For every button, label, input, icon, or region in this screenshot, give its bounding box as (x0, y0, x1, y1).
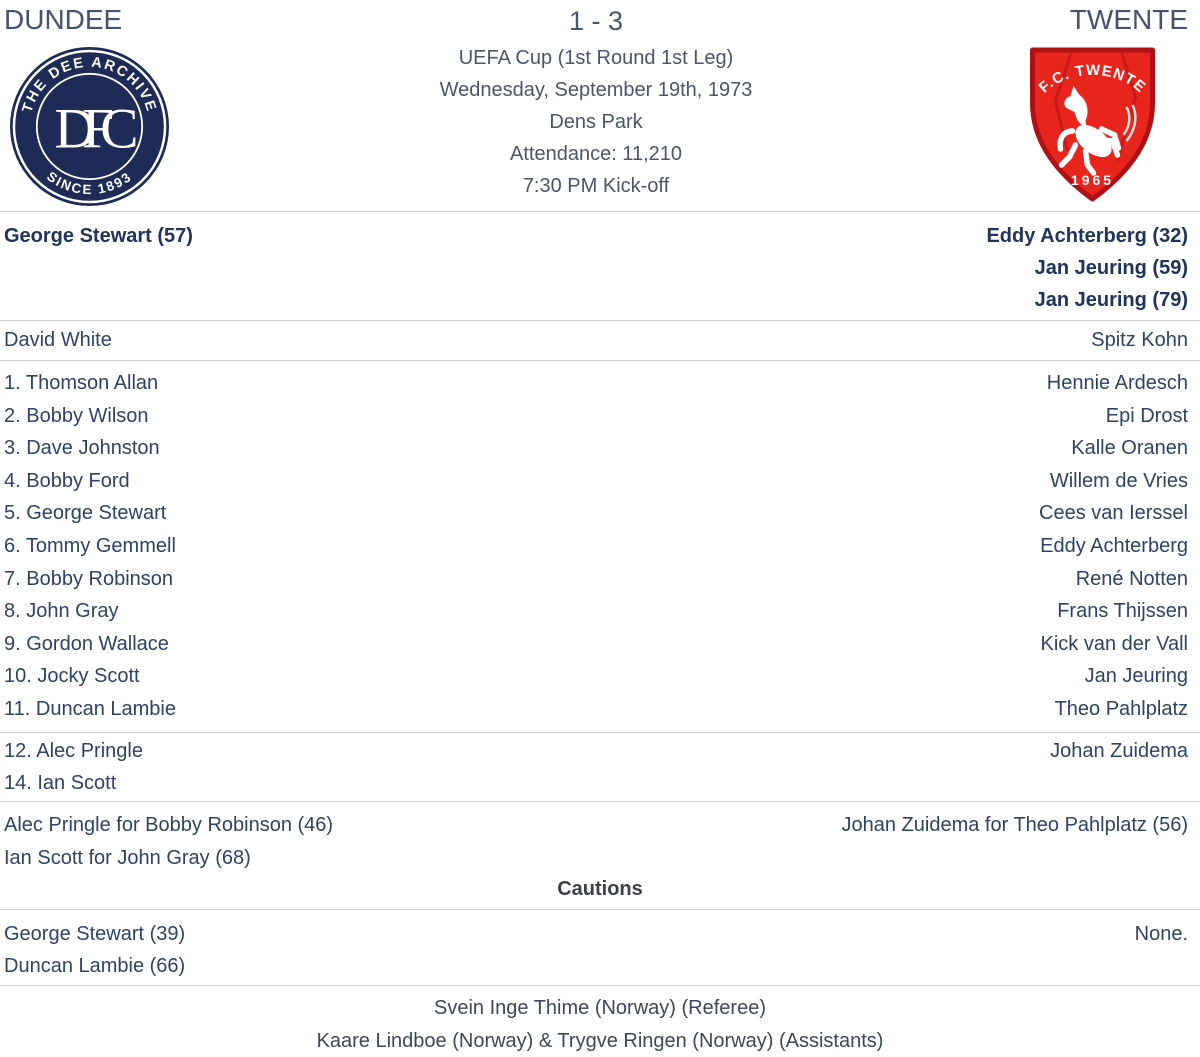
player-row: 9. Gordon Wallace (4, 632, 169, 655)
managers-section: David White Spitz Kohn (0, 321, 1200, 361)
home-manager: David White (4, 329, 112, 351)
twente-crest-icon: F.C. TWENTE 1965 (1030, 47, 1155, 202)
officials-section: Svein Inge Thime (Norway) (Referee) Kaare… (0, 986, 1200, 1057)
player-row: 10. Jocky Scott (4, 665, 140, 688)
goal-entry: Jan Jeuring (79) (1034, 289, 1188, 311)
player-row: 8. John Gray (4, 600, 119, 623)
player-row: Kick van der Vall (1040, 632, 1188, 655)
horse-icon (1057, 86, 1122, 176)
home-substitutions-list: Alec Pringle for Bobby Robinson (46) Ian … (0, 809, 596, 875)
player-row: 3. Dave Johnston (4, 437, 160, 460)
caution-row: Duncan Lambie (66) (4, 955, 186, 978)
goal-entry: George Stewart (57) (4, 225, 193, 247)
home-subs-list: 12. Alec Pringle 14. Ian Scott (0, 735, 596, 800)
away-subs-list: Johan Zuidema (596, 735, 1200, 800)
player-row: 11. Duncan Lambie (4, 697, 176, 720)
cautions-heading-section: Cautions (0, 875, 1200, 910)
away-cautions-list: None. (596, 918, 1200, 983)
official-row: Svein Inge Thime (Norway) (Referee) (434, 996, 766, 1019)
venue: Dens Park (549, 111, 643, 133)
lineups-section: 1. Thomson Allan 2. Bobby Wilson 3. Dave J… (0, 361, 1200, 733)
substitute-row: 14. Ian Scott (4, 772, 117, 795)
dundee-crest-icon: THE DEE ARCHIVE SINCE 1893 DFC (9, 46, 170, 207)
caution-row: None. (1134, 922, 1188, 945)
home-goals-list: George Stewart (57) (0, 220, 596, 316)
player-row: Frans Thijssen (1057, 600, 1188, 623)
home-cautions-list: George Stewart (39) Duncan Lambie (66) (0, 918, 596, 983)
caution-row: George Stewart (39) (4, 922, 186, 945)
home-team-column: DUNDEE THE DEE ARCHIVE SINCE 1893 DFC (0, 0, 324, 211)
player-row: Theo Pahlplatz (1054, 697, 1188, 720)
home-lineup-list: 1. Thomson Allan 2. Bobby Wilson 3. Dave J… (0, 367, 596, 726)
player-row: Epi Drost (1105, 404, 1188, 427)
away-lineup-list: Hennie Ardesch Epi Drost Kalle Oranen Wille… (596, 367, 1200, 726)
player-row: 7. Bobby Robinson (4, 567, 174, 590)
player-row: Jan Jeuring (1084, 665, 1188, 688)
player-row: Eddy Achterberg (1040, 534, 1188, 557)
cautions-section: George Stewart (39) Duncan Lambie (66) No… (0, 910, 1200, 986)
attendance: Attendance: 11,210 (510, 143, 682, 165)
match-summary: 1 - 3 UEFA Cup (1st Round 1st Leg) Wedne… (324, 0, 868, 211)
kickoff-time: 7:30 PM Kick-off (522, 175, 670, 197)
player-row: 4. Bobby Ford (4, 469, 130, 492)
twente-crest-year: 1965 (1071, 172, 1114, 188)
goal-entry: Eddy Achterberg (32) (986, 225, 1188, 247)
crest-monogram: DFC (54, 97, 136, 160)
player-row: 2. Bobby Wilson (4, 404, 149, 427)
substitution-row: Johan Zuidema for Theo Pahlplatz (56) (841, 813, 1189, 836)
substitution-row: Alec Pringle for Bobby Robinson (46) (4, 813, 334, 836)
player-row: René Notten (1075, 567, 1188, 590)
player-row: 1. Thomson Allan (4, 372, 159, 394)
player-row: Hennie Ardesch (1046, 372, 1188, 394)
substitute-row: 12. Alec Pringle (4, 739, 143, 762)
player-row: 5. George Stewart (4, 502, 167, 525)
away-team-column: TWENTE F.C. TWENTE (868, 0, 1200, 211)
away-team-name: TWENTE (1069, 4, 1188, 35)
away-manager: Spitz Kohn (1091, 329, 1188, 351)
away-substitutions-list: Johan Zuidema for Theo Pahlplatz (56) (596, 809, 1200, 875)
player-row: Willem de Vries (1049, 469, 1188, 492)
player-row: Cees van Ierssel (1039, 502, 1188, 525)
substitute-row: Johan Zuidema (1050, 739, 1188, 762)
score: 1 - 3 (568, 6, 624, 36)
goalscorers-section: George Stewart (57) Eddy Achterberg (32)… (0, 212, 1200, 321)
match-date: Wednesday, September 19th, 1973 (439, 79, 753, 101)
goal-entry: Jan Jeuring (59) (1034, 257, 1188, 279)
substitution-row: Ian Scott for John Gray (68) (4, 846, 251, 869)
official-row: Kaare Lindboe (Norway) & Trygve Ringen (… (316, 1030, 884, 1053)
match-header: DUNDEE THE DEE ARCHIVE SINCE 1893 DFC (0, 0, 1200, 212)
player-row: Kalle Oranen (1071, 437, 1188, 460)
substitutions-section: Alec Pringle for Bobby Robinson (46) Ian … (0, 802, 1200, 875)
substitutes-section: 12. Alec Pringle 14. Ian Scott Johan Zuid… (0, 733, 1200, 802)
home-team-name: DUNDEE (4, 4, 123, 35)
player-row: 6. Tommy Gemmell (4, 534, 176, 557)
competition: UEFA Cup (1st Round 1st Leg) (458, 47, 734, 69)
cautions-heading: Cautions (557, 877, 643, 900)
away-goals-list: Eddy Achterberg (32) Jan Jeuring (59) Jan … (596, 220, 1200, 316)
